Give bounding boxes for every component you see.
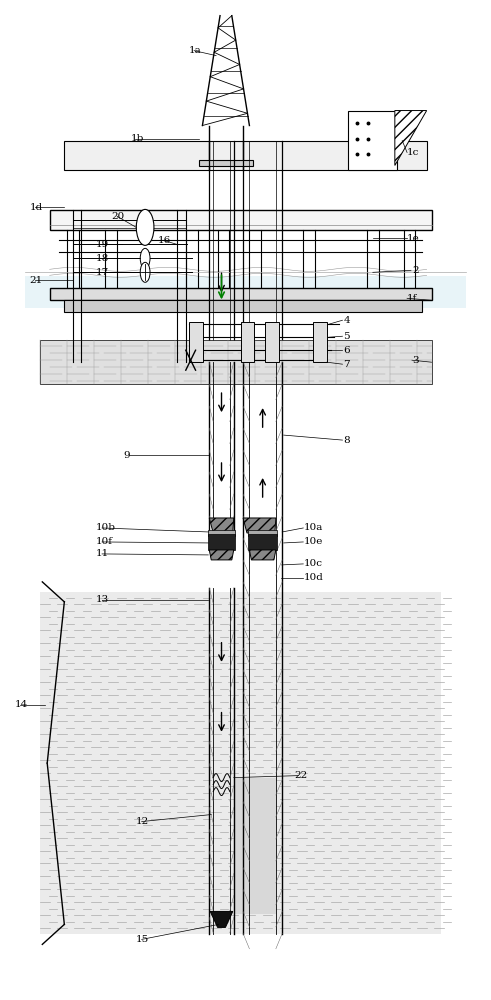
Text: 12: 12: [136, 817, 149, 826]
Polygon shape: [395, 111, 427, 165]
Text: 2: 2: [412, 266, 419, 275]
Text: 6: 6: [343, 346, 350, 355]
Bar: [199, 160, 253, 166]
Text: 1b: 1b: [131, 134, 144, 143]
Text: 1a: 1a: [189, 46, 202, 55]
Polygon shape: [209, 518, 234, 533]
Bar: [25, 276, 466, 308]
Text: 11: 11: [96, 549, 109, 558]
Text: 17: 17: [96, 268, 109, 277]
Text: 8: 8: [343, 436, 350, 445]
Bar: [64, 300, 422, 312]
Bar: [248, 530, 277, 536]
Bar: [249, 778, 276, 914]
Text: 10e: 10e: [304, 537, 324, 546]
Bar: [189, 322, 203, 362]
Bar: [50, 210, 432, 230]
Text: 10f: 10f: [96, 537, 113, 546]
Text: 15: 15: [136, 935, 149, 944]
Bar: [243, 778, 276, 914]
Bar: [248, 534, 277, 550]
Bar: [40, 592, 441, 934]
Text: 9: 9: [123, 451, 130, 460]
Bar: [208, 530, 235, 536]
Polygon shape: [243, 518, 276, 533]
Circle shape: [140, 262, 150, 282]
Text: 1e: 1e: [407, 234, 420, 243]
Bar: [234, 778, 249, 914]
Text: 21: 21: [29, 276, 42, 285]
Circle shape: [140, 248, 150, 268]
Text: 3: 3: [412, 356, 419, 365]
Bar: [348, 111, 397, 170]
Bar: [50, 288, 432, 300]
Text: 1f: 1f: [407, 294, 417, 303]
Text: 18: 18: [96, 254, 109, 263]
Text: 20: 20: [111, 212, 124, 221]
Polygon shape: [249, 550, 276, 560]
Polygon shape: [210, 911, 233, 927]
Text: 10c: 10c: [304, 559, 323, 568]
Text: 5: 5: [343, 332, 350, 341]
Text: 16: 16: [158, 236, 170, 245]
Text: 7: 7: [343, 360, 350, 369]
Text: 1c: 1c: [407, 148, 419, 157]
Circle shape: [136, 209, 154, 245]
Bar: [313, 322, 327, 362]
Text: 22: 22: [295, 771, 308, 780]
Bar: [265, 322, 279, 362]
Bar: [241, 322, 254, 362]
Bar: [40, 340, 432, 384]
Text: 10b: 10b: [96, 523, 116, 532]
Bar: [208, 534, 235, 550]
Bar: [64, 140, 427, 170]
Text: 1d: 1d: [30, 203, 43, 212]
Text: 10d: 10d: [304, 573, 324, 582]
Text: 13: 13: [96, 595, 109, 604]
Text: 4: 4: [343, 316, 350, 325]
Text: 14: 14: [14, 700, 27, 709]
Polygon shape: [209, 550, 234, 560]
Text: 19: 19: [96, 240, 109, 249]
Text: 10a: 10a: [304, 523, 324, 532]
